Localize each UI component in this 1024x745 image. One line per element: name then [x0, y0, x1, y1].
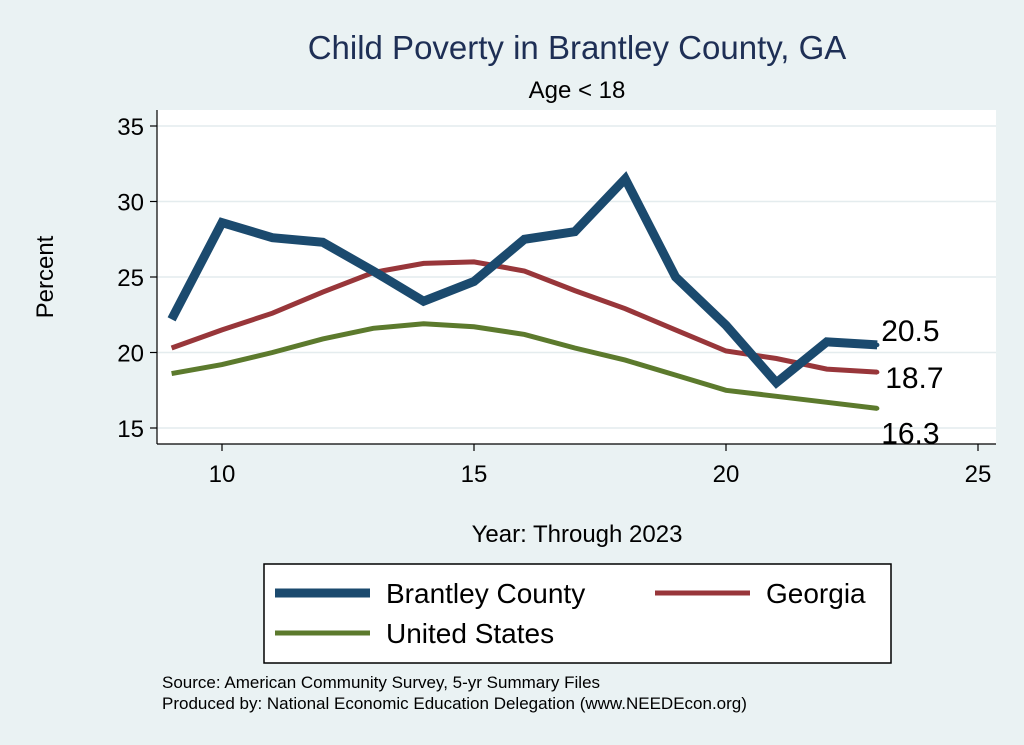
y-tick-label: 25: [117, 265, 144, 292]
series-layer: [167, 171, 878, 411]
y-tick-label: 30: [117, 190, 144, 217]
grid-lines: [157, 125, 996, 429]
legend-label-georgia: Georgia: [766, 578, 866, 609]
chart-title: Child Poverty in Brantley County, GA: [308, 29, 847, 66]
series-line-united-states: [171, 321, 878, 411]
y-tick-label: 35: [117, 114, 144, 141]
legend: Brantley County Georgia United States: [275, 578, 866, 649]
end-marker-united-states: [875, 406, 880, 411]
x-tick-label: 15: [461, 461, 488, 488]
x-tick-label: 25: [965, 461, 992, 488]
producer-note: Produced by: National Economic Education…: [162, 694, 747, 713]
x-axis-label: Year: Through 2023: [472, 521, 683, 548]
y-tick-label: 15: [117, 416, 144, 443]
end-label-united-states: 16.3: [881, 417, 939, 450]
axes: 15 20 25 30 35 10 15 20 25: [117, 110, 996, 488]
y-tick-label: 20: [117, 341, 144, 368]
end-label-brantley-county: 20.5: [881, 315, 939, 348]
source-note: Source: American Community Survey, 5-yr …: [162, 673, 600, 692]
series-line-brantley-county: [167, 171, 878, 389]
end-label-georgia: 18.7: [885, 362, 943, 395]
legend-label-brantley-county: Brantley County: [386, 578, 585, 609]
end-marker-georgia: [875, 369, 880, 375]
chart-subtitle: Age < 18: [529, 77, 626, 104]
legend-box: [263, 563, 892, 664]
x-tick-label: 20: [713, 461, 740, 488]
end-labels: 20.5 18.7 16.3: [875, 315, 944, 450]
legend-label-united-states: United States: [386, 618, 554, 649]
series-line-georgia: [170, 259, 878, 375]
end-marker-brantley-county: [875, 342, 880, 348]
x-tick-label: 10: [209, 461, 236, 488]
y-axis-label: Percent: [32, 235, 59, 318]
